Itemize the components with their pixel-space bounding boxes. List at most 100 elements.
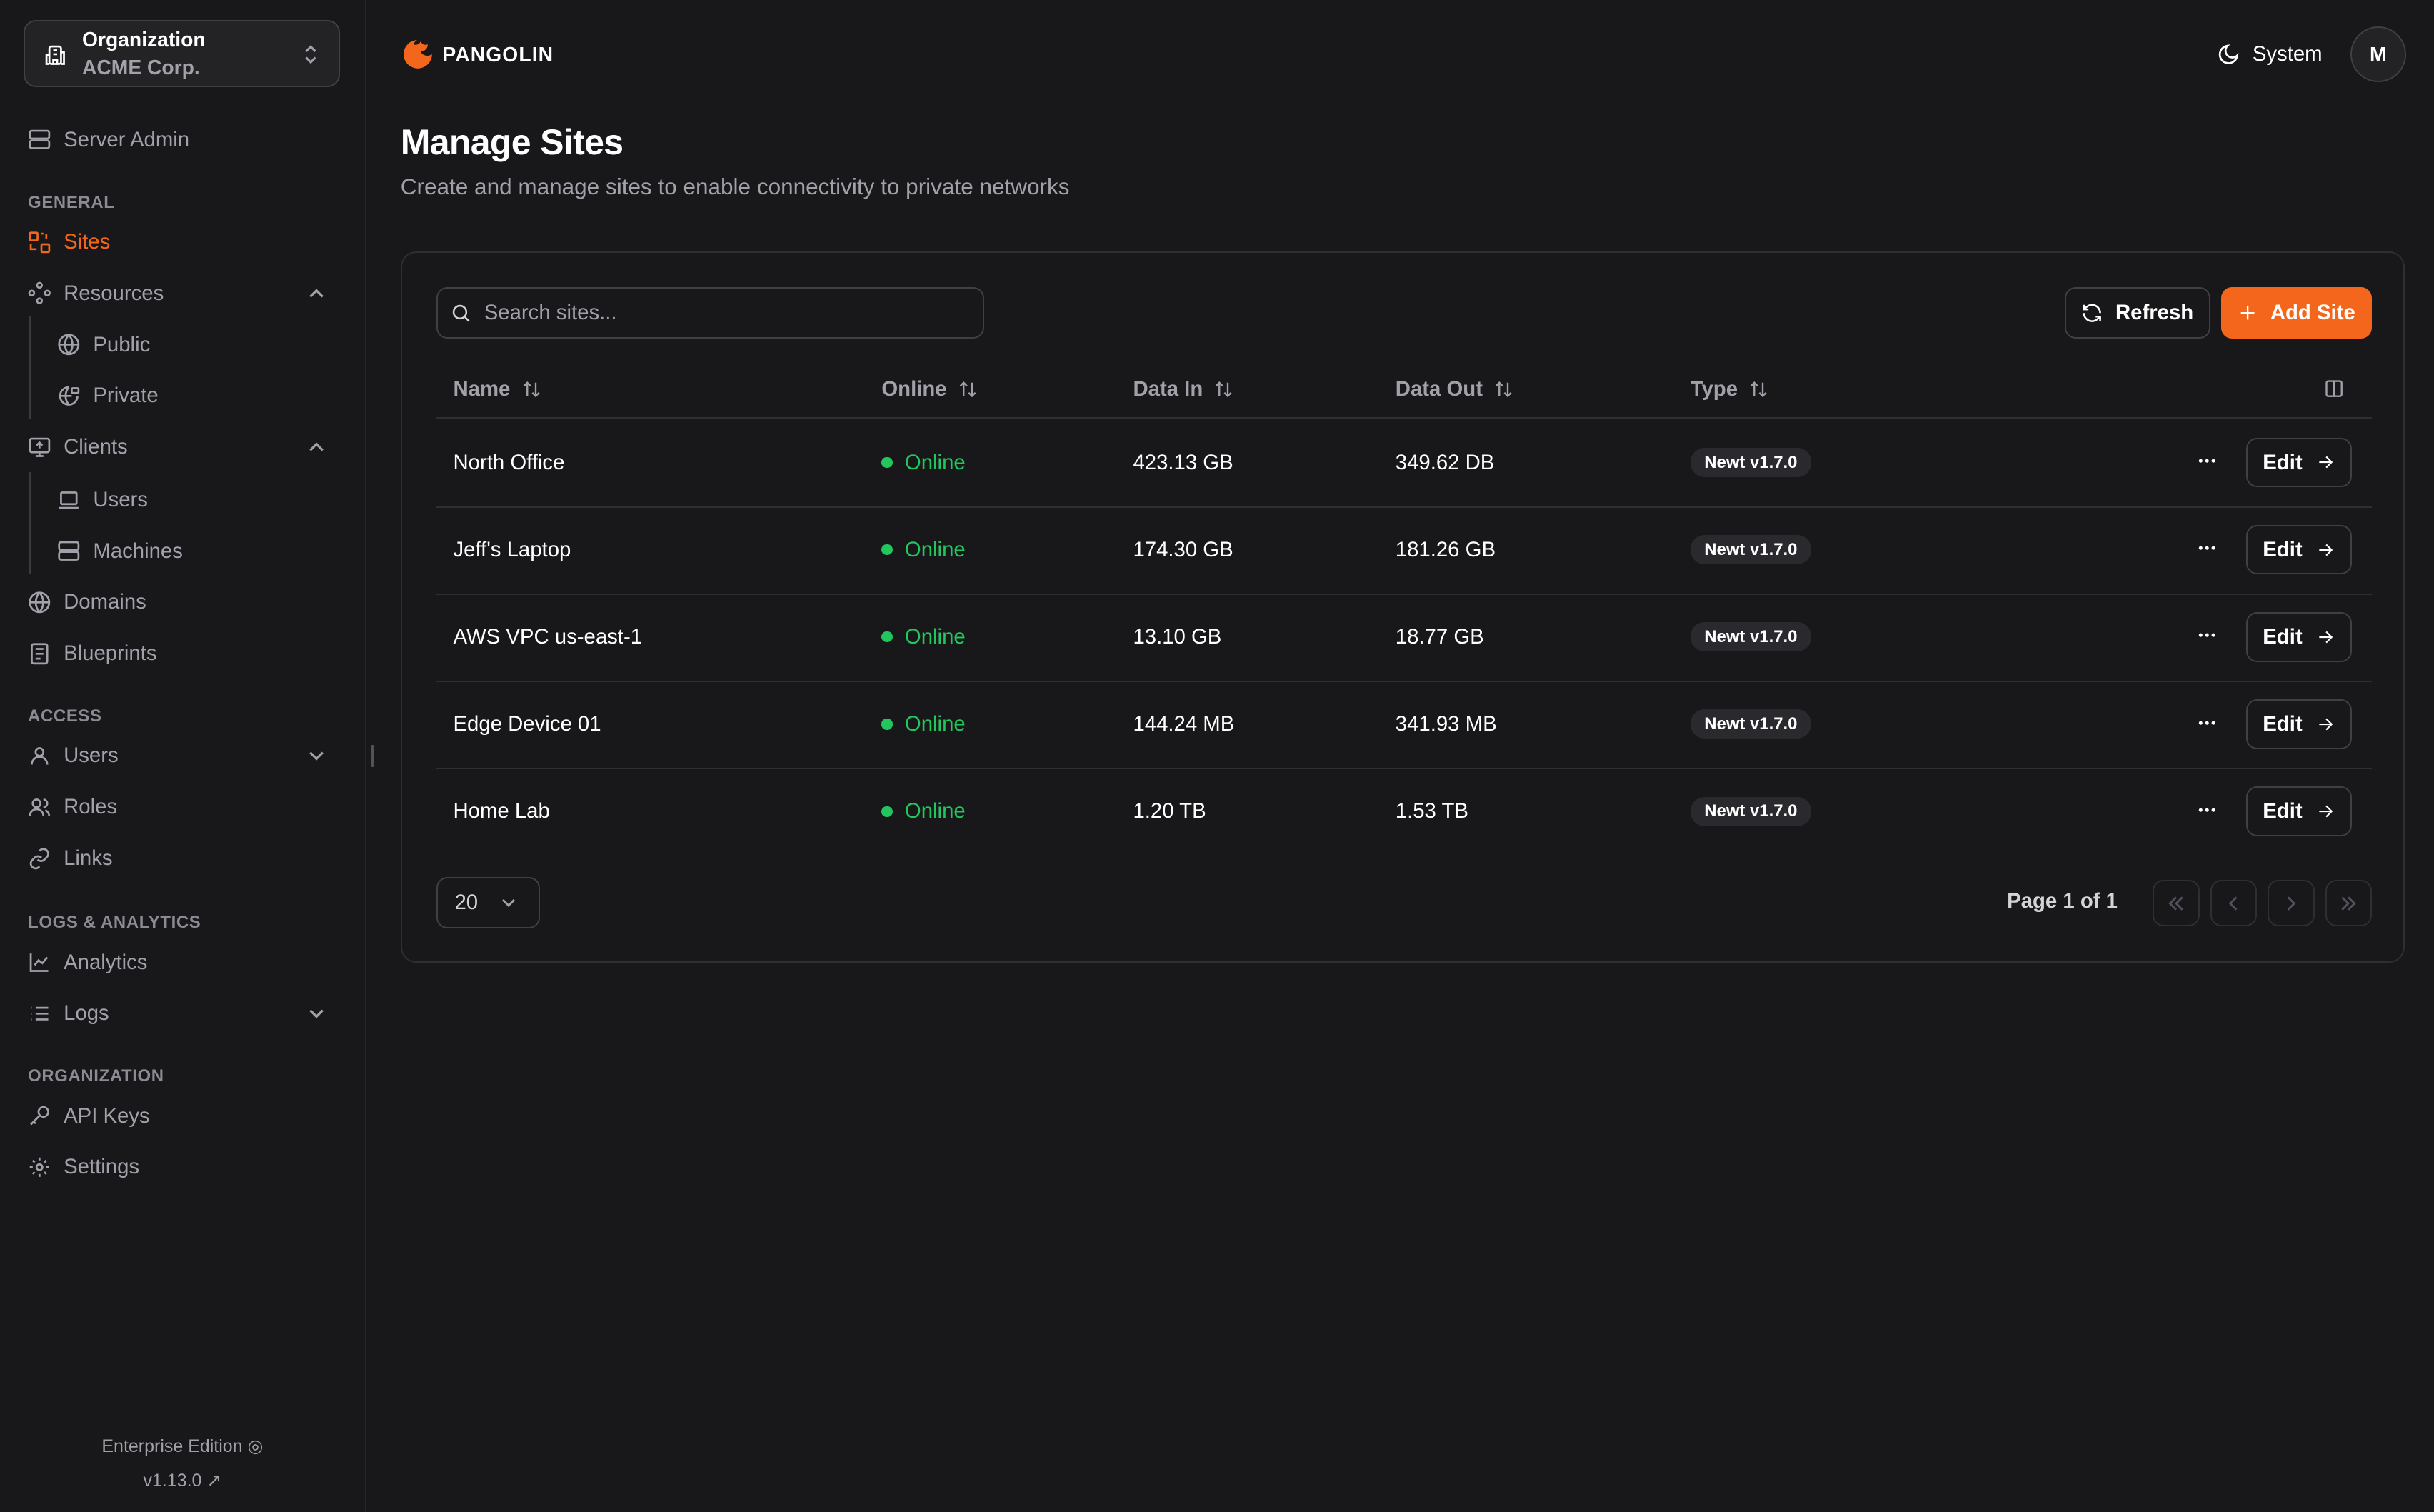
- moon-icon: [2218, 44, 2239, 64]
- data-out: 349.62 DB: [1395, 450, 1495, 474]
- edit-button[interactable]: Edit: [2245, 699, 2352, 749]
- search-input[interactable]: Search sites...: [436, 286, 984, 339]
- sidebar-item-public[interactable]: Public: [57, 326, 336, 363]
- sidebar-item-roles[interactable]: Roles: [28, 788, 339, 826]
- edition-text: Enterprise Edition: [101, 1436, 243, 1457]
- add-site-button[interactable]: Add Site: [2221, 286, 2372, 339]
- column-label: Type: [1690, 376, 1738, 401]
- chevron-right-icon: [2287, 896, 2296, 911]
- sidebar-item-sites[interactable]: Sites: [28, 224, 339, 261]
- site-name: Home Lab: [453, 799, 550, 823]
- more-actions-icon[interactable]: [2196, 712, 2218, 734]
- column-label: Data Out: [1395, 376, 1483, 401]
- sort-icon: [1750, 381, 1767, 398]
- column-header[interactable]: Name: [453, 377, 541, 401]
- arrow-right-icon: [2319, 544, 2333, 556]
- avatar[interactable]: M: [2350, 26, 2406, 83]
- type-cell: Newt v1.7.0: [1690, 594, 1811, 681]
- org-switcher[interactable]: Organization ACME Corp.: [23, 20, 340, 87]
- label: Private: [93, 384, 159, 408]
- list-icon: [31, 1006, 49, 1021]
- data-in: 13.10 GB: [1133, 624, 1222, 649]
- waypoints-icon: [28, 282, 51, 305]
- sidebar-item-links[interactable]: Links: [28, 840, 339, 877]
- first-page-button[interactable]: [2153, 880, 2200, 927]
- search-icon: [452, 304, 470, 322]
- more-actions-icon[interactable]: [2196, 624, 2218, 646]
- status-text: Online: [904, 799, 966, 823]
- section-access: ACCESS: [28, 706, 102, 726]
- more-actions-icon[interactable]: [2196, 799, 2218, 821]
- sidebar-item-clients[interactable]: Clients: [28, 429, 339, 466]
- label: Server Admin: [64, 127, 190, 151]
- sidebar-item-analytics[interactable]: Analytics: [28, 943, 339, 981]
- sidebar: Organization ACME Corp. Server Admin GEN…: [0, 0, 366, 1512]
- arrow-right-icon: [2319, 631, 2333, 644]
- data-in: 144.24 MB: [1133, 711, 1235, 736]
- gear-icon: [29, 1157, 49, 1178]
- server-icon: [58, 541, 80, 561]
- sidebar-item-blueprints[interactable]: Blueprints: [28, 635, 339, 672]
- edit-button[interactable]: Edit: [2245, 524, 2352, 575]
- data-out: 341.93 MB: [1395, 711, 1497, 736]
- edit-button[interactable]: Edit: [2245, 612, 2352, 662]
- sidebar-item-private[interactable]: Private: [57, 377, 336, 414]
- version-link[interactable]: v1.13.0 ↗: [0, 1470, 365, 1491]
- sort-icon: [959, 381, 976, 398]
- chevron-down-icon: [309, 1009, 324, 1018]
- more-actions-icon[interactable]: [2196, 537, 2218, 559]
- edit-button[interactable]: Edit: [2245, 437, 2352, 488]
- last-page-button[interactable]: [2325, 880, 2372, 927]
- sidebar-item-client-users[interactable]: Users: [57, 481, 336, 519]
- brand-name: PANGOLIN: [442, 42, 554, 66]
- theme-label: System: [2252, 42, 2323, 66]
- org-name: ACME Corp.: [82, 56, 200, 79]
- prev-page-button[interactable]: [2210, 880, 2258, 927]
- online-status: Online: [881, 594, 966, 681]
- sidebar-resize-handle[interactable]: [371, 745, 374, 767]
- sites-icon: [29, 231, 51, 253]
- sidebar-item-api-keys[interactable]: API Keys: [28, 1098, 339, 1135]
- org-label: Organization: [82, 27, 206, 51]
- sidebar-item-machines[interactable]: Machines: [57, 533, 336, 570]
- theme-toggle[interactable]: System: [2217, 42, 2323, 66]
- column-label: Name: [453, 376, 511, 401]
- column-header[interactable]: Data Out: [1396, 377, 1514, 401]
- next-page-button[interactable]: [2268, 880, 2315, 927]
- site-name: AWS VPC us-east-1: [453, 624, 643, 649]
- chevrons-up-down-icon: [305, 44, 316, 64]
- sidebar-item-resources[interactable]: Resources: [28, 275, 339, 312]
- more-actions-icon[interactable]: [2196, 450, 2218, 471]
- column-header[interactable]: Type: [1691, 377, 1769, 401]
- chevron-down-icon: [501, 898, 515, 907]
- sidebar-item-server-admin[interactable]: Server Admin: [28, 121, 339, 159]
- chevrons-left-icon: [2168, 896, 2183, 911]
- columns-icon[interactable]: [2324, 379, 2344, 399]
- status-text: Online: [904, 450, 966, 474]
- type-badge: Newt v1.7.0: [1690, 535, 1811, 565]
- label: Links: [64, 846, 113, 870]
- page-size-select[interactable]: 20: [436, 876, 541, 928]
- column-header[interactable]: Data In: [1133, 377, 1233, 401]
- status-text: Online: [904, 711, 966, 736]
- sidebar-item-users[interactable]: Users: [28, 737, 339, 774]
- sidebar-item-domains[interactable]: Domains: [28, 584, 339, 621]
- label: Blueprints: [64, 641, 157, 666]
- label: Domains: [64, 590, 146, 614]
- sidebar-item-logs[interactable]: Logs: [28, 995, 339, 1032]
- column-header[interactable]: Online: [881, 377, 978, 401]
- data-out: 181.26 GB: [1395, 537, 1496, 561]
- online-status: Online: [881, 768, 966, 855]
- data-out: 18.77 GB: [1395, 624, 1484, 649]
- edition-label[interactable]: Enterprise Edition ◎: [0, 1436, 365, 1457]
- status-dot: [881, 456, 893, 469]
- column-label: Online: [881, 376, 947, 401]
- file-text-icon: [31, 643, 49, 664]
- label: Machines: [93, 539, 183, 563]
- type-badge: Newt v1.7.0: [1690, 447, 1811, 478]
- table-row: Edge Device 01 Online 144.24 MB 341.93 M…: [436, 681, 2372, 768]
- logo[interactable]: PANGOLIN: [401, 37, 554, 71]
- edit-button[interactable]: Edit: [2245, 786, 2352, 836]
- sidebar-item-settings[interactable]: Settings: [28, 1148, 339, 1186]
- refresh-button[interactable]: Refresh: [2064, 286, 2210, 339]
